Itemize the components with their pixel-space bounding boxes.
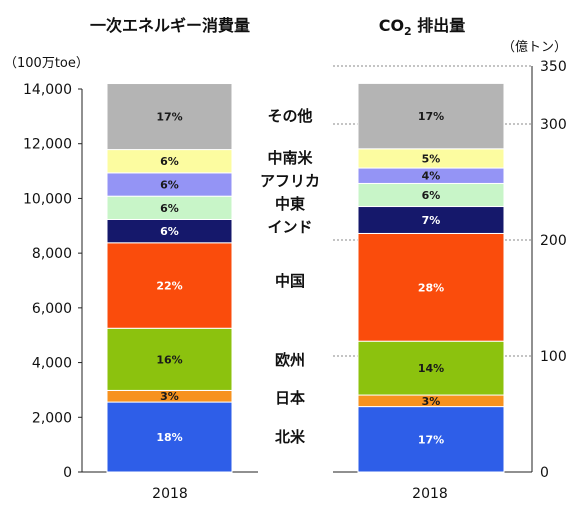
right-chart-title: CO2 排出量 [379, 16, 466, 38]
right-stacked-bar: 17% 3% 14% 28% 7% 6% 4% 5% 17% [357, 82, 505, 473]
bar-segment-pct-label: 6% [160, 179, 179, 192]
region-label: 日本 [275, 389, 305, 407]
bar-segment-pct-label: 4% [422, 170, 441, 183]
bar-segment-pct-label: 16% [156, 353, 182, 366]
region-label: 中南米 [267, 149, 313, 167]
bar-segment-pct-label: 14% [418, 362, 444, 375]
bar-segment-pct-label: 7% [422, 214, 441, 227]
bar-segment-pct-label: 18% [156, 431, 182, 444]
right-y-tick-label: 300 [540, 117, 567, 133]
left-y-tick-label: 0 [63, 465, 72, 481]
region-label: 北米 [275, 428, 306, 446]
bar-segment-pct-label: 22% [156, 280, 182, 293]
left-y-ticks: 0 2,000 4,000 6,000 8,000 10,000 12,000 14,000 [23, 82, 82, 481]
left-y-tick-label: 14,000 [23, 82, 72, 98]
right-title-main: CO [379, 16, 404, 35]
right-y-tick-label: 100 [540, 349, 567, 365]
left-y-tick-label: 8,000 [32, 246, 72, 262]
left-chart-title: 一次エネルギー消費量 [90, 16, 250, 35]
region-label: 中国 [275, 272, 305, 290]
left-y-tick-label: 12,000 [23, 137, 72, 153]
bar-segment-pct-label: 17% [418, 433, 444, 446]
bar-segment-pct-label: 17% [156, 111, 182, 124]
bar-segment-3 [106, 327, 233, 391]
region-label: その他 [267, 107, 312, 125]
right-y-tick-label: 0 [540, 465, 549, 481]
bar-segment-9 [106, 83, 233, 151]
region-label: アフリカ [260, 172, 320, 190]
right-x-tick-label: 2018 [412, 486, 448, 502]
left-x-tick-label: 2018 [152, 486, 188, 502]
bar-segment-pct-label: 17% [418, 110, 444, 123]
bar-segment-pct-label: 28% [418, 281, 444, 294]
bar-segment-4 [106, 242, 233, 329]
bar-segment-1 [357, 406, 505, 473]
right-y-tick-label: 350 [540, 59, 567, 75]
right-unit-label: （億トン） [502, 39, 567, 55]
left-stacked-bar: 18% 3% 16% 22% 6% 6% 6% 6% 17% [106, 83, 233, 473]
bar-segment-pct-label: 5% [422, 152, 441, 165]
right-y-tick-label: 200 [540, 233, 567, 249]
bar-segment-9 [357, 82, 505, 150]
region-label: 欧州 [275, 351, 305, 369]
bar-segment-pct-label: 6% [160, 202, 179, 215]
left-y-tick-label: 4,000 [32, 356, 72, 372]
left-y-tick-label: 6,000 [32, 301, 72, 317]
bar-segment-pct-label: 6% [160, 155, 179, 168]
bar-segment-3 [357, 340, 505, 396]
bar-segment-pct-label: 6% [422, 189, 441, 202]
bar-segment-pct-label: 3% [160, 390, 179, 403]
left-y-tick-label: 2,000 [32, 410, 72, 426]
region-label: 中東 [275, 195, 305, 213]
left-unit-label: （100万toe） [4, 56, 89, 71]
bar-segment-1 [106, 401, 233, 473]
bar-segment-4 [357, 232, 505, 342]
bar-segment-pct-label: 6% [160, 225, 179, 238]
right-title-rest: 排出量 [412, 16, 466, 35]
left-y-tick-label: 10,000 [23, 191, 72, 207]
right-title-subscript: 2 [404, 25, 412, 38]
region-label: インド [267, 218, 312, 236]
bar-segment-pct-label: 3% [422, 395, 441, 408]
